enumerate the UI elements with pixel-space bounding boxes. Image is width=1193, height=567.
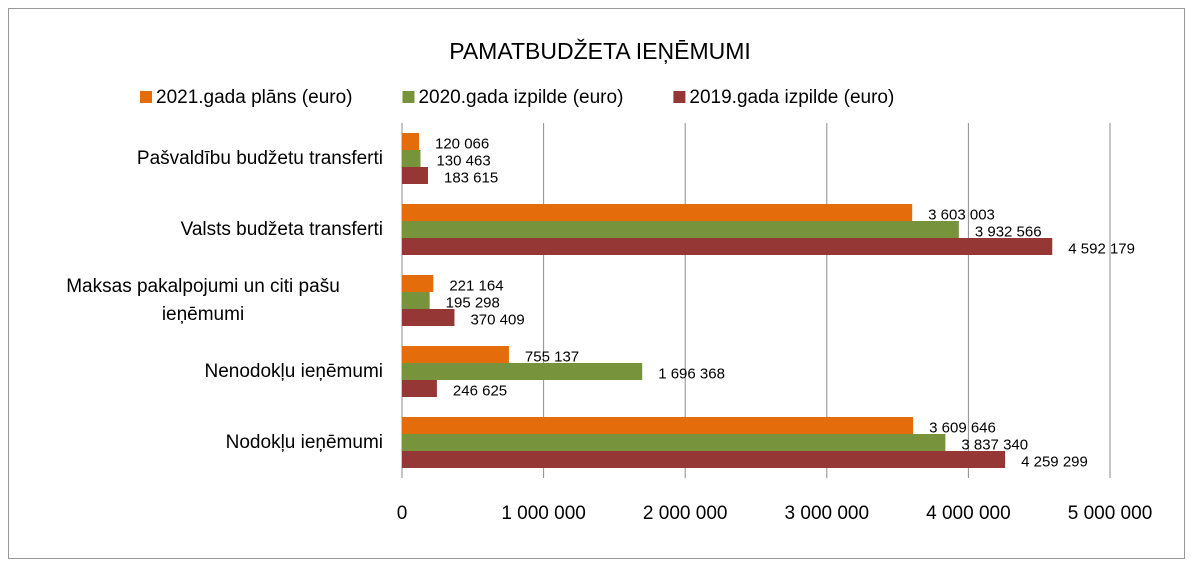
data-label: 221 164 bbox=[449, 277, 503, 294]
bar bbox=[402, 292, 430, 309]
data-label: 4 592 179 bbox=[1068, 240, 1135, 257]
data-label: 3 932 566 bbox=[975, 223, 1042, 240]
legend-label: 2019.gada izpilde (euro) bbox=[689, 87, 894, 108]
bar bbox=[402, 238, 1053, 255]
data-label: 246 625 bbox=[453, 382, 507, 399]
data-label: 4 259 299 bbox=[1021, 453, 1088, 470]
x-tick-label: 0 bbox=[397, 503, 408, 524]
data-label: 3 609 646 bbox=[929, 419, 996, 436]
legend-label: 2020.gada izpilde (euro) bbox=[418, 87, 623, 108]
bar bbox=[402, 133, 420, 150]
bar bbox=[402, 380, 437, 397]
category-label-box: Nenodokļu ieņēmumi bbox=[3, 337, 384, 407]
legend-swatch bbox=[402, 91, 415, 103]
category-label-box: Pašvaldību budžetu transferti bbox=[3, 124, 383, 194]
data-label: 370 409 bbox=[470, 311, 524, 328]
legend-swatch bbox=[673, 91, 686, 103]
y-tick-label: Nenodokļu ieņēmumi bbox=[204, 360, 384, 382]
bar bbox=[402, 150, 421, 167]
y-tick-label: Valsts budžeta transferti bbox=[180, 218, 383, 240]
bar bbox=[402, 434, 946, 451]
x-tick-label: 4 000 000 bbox=[926, 503, 1011, 524]
data-label: 130 463 bbox=[436, 152, 490, 169]
bar bbox=[402, 451, 1006, 468]
bar bbox=[402, 363, 643, 380]
bar bbox=[402, 346, 509, 363]
data-label: 755 137 bbox=[525, 348, 579, 365]
data-label: 183 615 bbox=[444, 169, 498, 186]
legend-label: 2021.gada plāns (euro) bbox=[156, 87, 352, 108]
y-tick-label: Maksas pakalpojumi un citi pašu ieņēmumi bbox=[66, 275, 340, 325]
data-label: 1 696 368 bbox=[658, 365, 725, 382]
x-tick-label: 2 000 000 bbox=[643, 503, 728, 524]
y-tick-label: Nodokļu ieņēmumi bbox=[225, 431, 383, 453]
data-label: 3 603 003 bbox=[928, 206, 995, 223]
bar bbox=[402, 275, 434, 292]
data-label: 3 837 340 bbox=[961, 436, 1028, 453]
legend-swatch bbox=[140, 91, 152, 103]
data-label: 120 066 bbox=[435, 135, 489, 152]
bar bbox=[402, 167, 428, 184]
bar bbox=[402, 204, 913, 221]
category-label-box: Nodokļu ieņēmumi bbox=[3, 408, 383, 478]
y-tick-label: Pašvaldību budžetu transferti bbox=[136, 147, 383, 169]
x-tick-label: 3 000 000 bbox=[785, 503, 870, 524]
bar bbox=[402, 417, 914, 434]
category-label-box: Maksas pakalpojumi un citi pašu ieņēmumi bbox=[3, 266, 383, 336]
category-label-box: Valsts budžeta transferti bbox=[3, 195, 383, 265]
bar bbox=[402, 221, 959, 238]
chart-title: PAMATBUDŽETA IEŅĒMUMI bbox=[449, 38, 751, 64]
x-tick-label: 5 000 000 bbox=[1068, 503, 1153, 524]
bar bbox=[402, 309, 455, 326]
data-label: 195 298 bbox=[446, 294, 500, 311]
x-tick-label: 1 000 000 bbox=[501, 503, 586, 524]
